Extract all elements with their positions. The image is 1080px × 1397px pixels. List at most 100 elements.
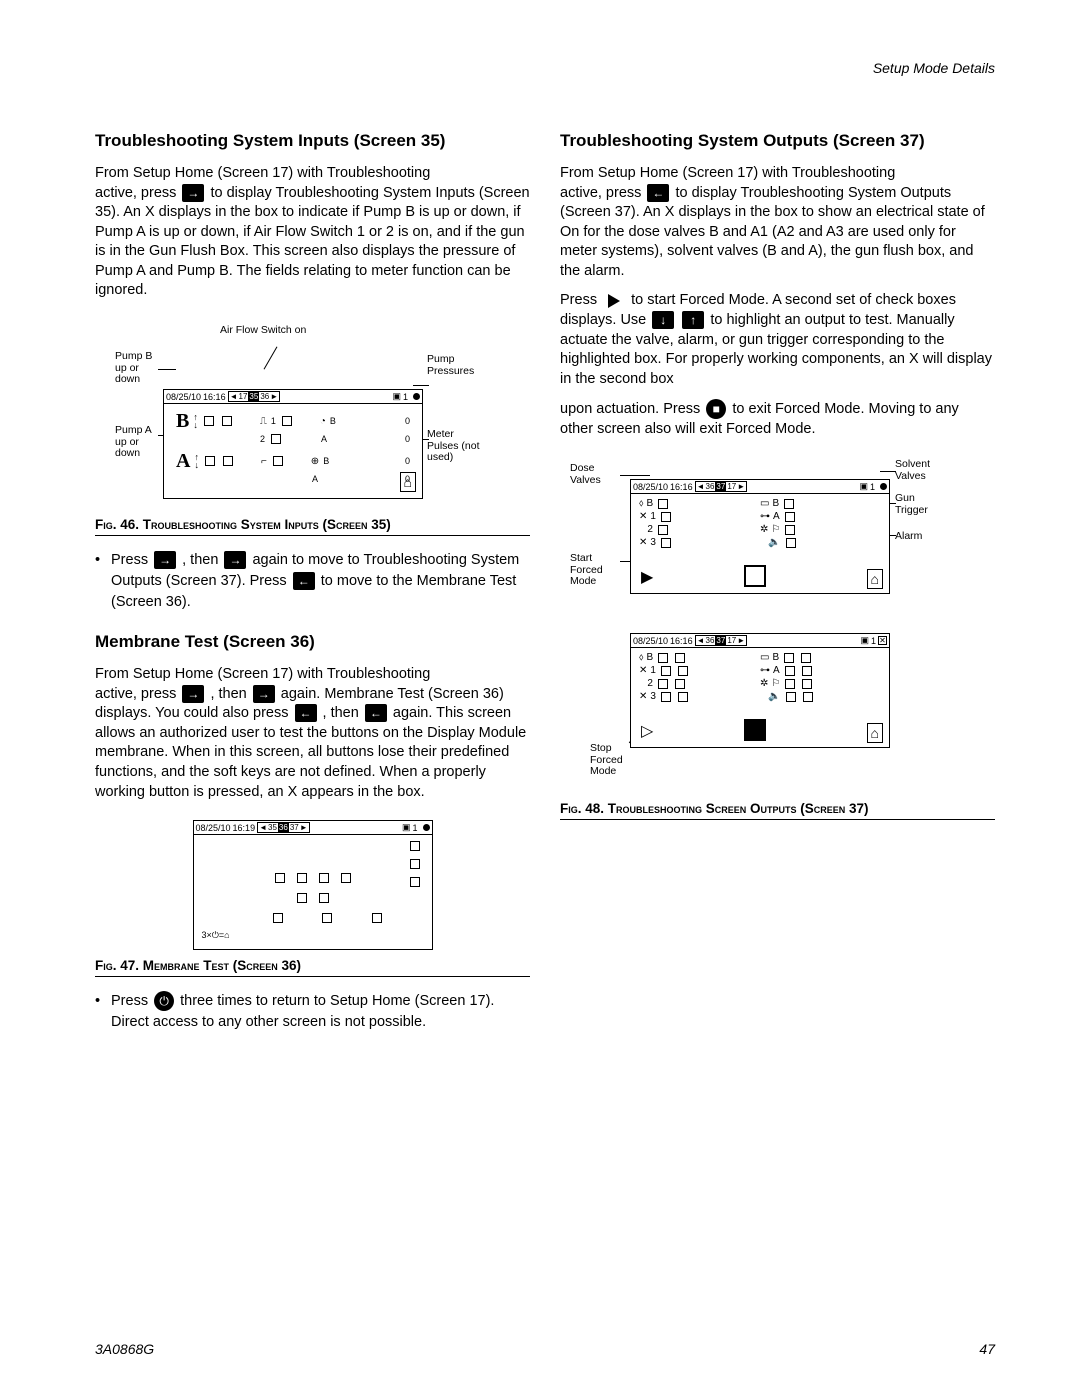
dv-grid-b: ⬨ B ▭ B ✕ 1 ⊶ A 2 ✲ ⚐ ✕ 3 🔈 — [631, 648, 889, 706]
dv-grid-a: ⬨ B ▭ B ✕ 1 ⊶ A 2 ✲ ⚐ ✕ 3 🔈 — [631, 494, 889, 552]
chk — [204, 416, 214, 426]
chk — [273, 913, 283, 923]
left-arrow-icon: ← — [365, 704, 387, 722]
tb-nav: ◄17 35 36► — [228, 391, 281, 402]
para-37c: upon actuation. Press ■ to exit Forced M… — [560, 399, 995, 439]
right-column: Troubleshooting System Outputs (Screen 3… — [560, 130, 995, 1039]
text: to display Troubleshooting System Inputs… — [95, 185, 530, 299]
tb-card-icon: ▣ — [392, 391, 401, 402]
chk — [785, 679, 795, 689]
chk — [319, 893, 329, 903]
solvent-icon: ▭ — [760, 498, 769, 509]
tb-date: 08/25/10 — [633, 636, 668, 646]
right-arrow-icon: → — [182, 184, 204, 202]
stop-button-icon — [744, 719, 766, 741]
tb-card-icon: ▣ — [860, 635, 869, 646]
chk — [273, 456, 283, 466]
page-footer: 3A0868G 47 — [95, 1341, 995, 1357]
valve-icon: ⬨ — [639, 498, 644, 509]
home-icon: ⌂ — [867, 569, 883, 589]
bullets-35: Press → , then → again to move to Troubl… — [95, 550, 530, 613]
tb-slot: 1 — [412, 823, 417, 833]
chk — [322, 913, 332, 923]
text: Press — [111, 552, 152, 568]
para-36: From Setup Home (Screen 17) with Trouble… — [95, 665, 530, 802]
left-arrow-icon: ← — [295, 704, 317, 722]
membrane-grid — [194, 863, 432, 893]
text: active, press — [560, 185, 645, 201]
tb-time: 16:16 — [203, 392, 226, 402]
label-solvent: Solvent Valves — [895, 459, 945, 482]
chk — [786, 538, 796, 548]
fig48-caption: Fig. 48. Troubleshooting Screen Outputs … — [560, 801, 995, 820]
play-icon — [603, 292, 625, 310]
tb-slot: 1 — [870, 482, 875, 492]
chk — [678, 666, 688, 676]
bullet: Press ⏻ three times to return to Setup H… — [111, 991, 530, 1033]
down-arrow-icon: ↓ — [652, 311, 674, 329]
gun-icon: ⌐ — [261, 456, 267, 467]
tb-card-icon: ▣ — [859, 481, 868, 492]
tb-time: 16:19 — [233, 823, 256, 833]
titlebar-36: 08/25/10 16:19 ◄35 36 37► ▣ 1 — [194, 821, 432, 835]
left-column: Troubleshooting System Inputs (Screen 35… — [95, 130, 530, 1039]
solvent-icon: ⊶ — [760, 665, 770, 676]
heading-screen36: Membrane Test (Screen 36) — [95, 631, 530, 653]
play-button-icon: ▷ — [641, 721, 653, 741]
screen37b-diagram: 08/25/10 16:16 ◄36 37 17► ▣ 1 ✕ ⬨ B ▭ B … — [630, 633, 890, 748]
doc-number: 3A0868G — [95, 1341, 154, 1357]
home-icon: ⌂ — [867, 723, 883, 743]
para-37a: From Setup Home (Screen 17) with Trouble… — [560, 164, 995, 281]
chk — [675, 653, 685, 663]
chk — [675, 679, 685, 689]
text: , then — [323, 705, 363, 721]
up-arrow-icon: ↑ — [682, 311, 704, 329]
nav-next: 37 — [290, 823, 299, 832]
titlebar-35: 08/25/10 16:16 ◄17 35 36► ▣ 1 — [164, 390, 422, 404]
chk — [785, 512, 795, 522]
fig46-caption: Fig. 46. Troubleshooting System Inputs (… — [95, 517, 530, 536]
text: From Setup Home (Screen 17) with Trouble… — [560, 165, 895, 181]
right-arrow-icon: → — [224, 551, 246, 569]
page-header-section: Setup Mode Details — [873, 60, 995, 76]
label-airflow: Air Flow Switch on — [220, 325, 306, 337]
solvent-icon: ▭ — [760, 652, 769, 663]
tb-status-dot — [413, 393, 420, 400]
text: Press — [111, 993, 152, 1009]
tb-date: 08/25/10 — [633, 482, 668, 492]
valve-icon: ✕ — [639, 511, 647, 522]
lA: A — [321, 434, 327, 444]
left-arrow-icon: ← — [293, 572, 315, 590]
chk — [661, 512, 671, 522]
chk — [678, 692, 688, 702]
chk — [297, 893, 307, 903]
n2: 2 — [260, 434, 265, 444]
heading-screen35: Troubleshooting System Inputs (Screen 35… — [95, 130, 530, 152]
label-pumpa: Pump A up or down — [115, 425, 163, 460]
chk — [786, 692, 796, 702]
nav-cur: 35 — [248, 392, 259, 401]
arrows-ud: ↑↓ — [193, 413, 198, 429]
icon-A: A — [176, 450, 190, 473]
tb-slot: 1 — [871, 636, 876, 646]
chk — [784, 653, 794, 663]
text: , then — [210, 686, 250, 702]
chk — [801, 653, 811, 663]
solvent-icon: ⊶ — [760, 511, 770, 522]
label-pumpb: Pump B up or down — [115, 351, 163, 386]
v0c: 0 — [405, 456, 410, 466]
text: active, press — [95, 686, 180, 702]
chk — [803, 692, 813, 702]
titlebar-37b: 08/25/10 16:16 ◄36 37 17► ▣ 1 ✕ — [631, 634, 889, 648]
text: active, press — [95, 185, 180, 201]
valve-icon: ⬨ — [639, 652, 644, 663]
chk — [802, 666, 812, 676]
para-37b: Press to start Forced Mode. A second set… — [560, 291, 995, 389]
chk — [658, 525, 668, 535]
tb-nav: ◄36 37 17► — [695, 481, 748, 492]
n1: 1 — [271, 416, 276, 426]
screen37a-diagram: 08/25/10 16:16 ◄36 37 17► ▣ 1 ⬨ B ▭ B ✕ — [630, 479, 890, 594]
chk — [410, 877, 420, 887]
valve-icon: ✕ — [639, 665, 647, 676]
para-35: From Setup Home (Screen 17) with Trouble… — [95, 164, 530, 301]
